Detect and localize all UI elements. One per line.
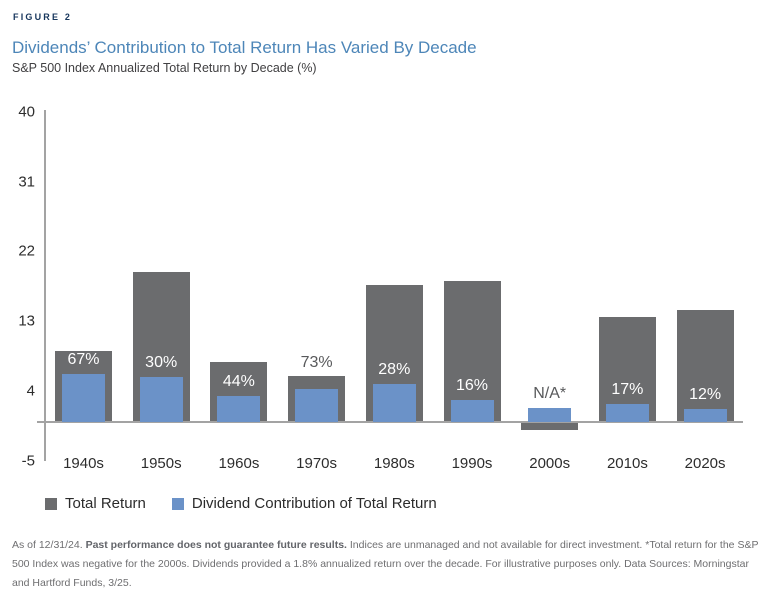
x-axis-label: 1960s — [218, 455, 260, 472]
chart-legend: Total Return Dividend Contribution of To… — [45, 495, 437, 512]
dividend-bar — [528, 408, 572, 422]
y-axis-tick-label: 4 — [26, 382, 35, 400]
x-axis-label: 1980s — [373, 455, 415, 472]
dividend-bar — [217, 395, 261, 422]
bar-value-label: 12% — [689, 385, 722, 403]
y-axis-line — [44, 110, 46, 461]
bar-value-label: N/A* — [533, 385, 567, 403]
dividend-contribution-swatch — [171, 497, 184, 510]
y-axis-tick-label: 13 — [18, 312, 35, 330]
x-axis-label: 2020s — [684, 455, 726, 472]
legend-item-total-return: Total Return — [45, 495, 146, 512]
y-axis-tick-label: 22 — [18, 242, 35, 260]
bar-value-label: 67% — [67, 350, 100, 368]
dividend-bar — [605, 404, 649, 422]
chart-subtitle: S&P 500 Index Annualized Total Return by… — [12, 61, 317, 75]
y-axis-tick-label: 40 — [18, 103, 35, 121]
page-title: Dividends’ Contribution to Total Return … — [12, 38, 477, 57]
dividend-bar — [139, 377, 183, 422]
dividend-bar — [62, 373, 105, 422]
y-axis-tick-label: 31 — [18, 173, 35, 191]
bar-value-label: 30% — [145, 354, 178, 372]
dividend-bar — [295, 388, 339, 422]
total-return-swatch — [45, 497, 57, 510]
y-axis-tick-label: -5 — [21, 452, 35, 470]
x-axis-label: 2010s — [606, 455, 648, 472]
x-axis-label: 1970s — [296, 455, 338, 472]
total-return-bar — [521, 423, 579, 430]
footnote-disclaimer-bold: Past performance does not guarantee futu… — [85, 539, 347, 551]
legend-label-total-return: Total Return — [65, 495, 146, 512]
bar-value-label: 73% — [300, 354, 333, 372]
total-return-bar — [443, 280, 501, 422]
dividend-bar — [372, 383, 416, 422]
legend-label-dividend-contribution: Dividend Contribution of Total Return — [191, 495, 437, 512]
bar-value-label: 44% — [222, 372, 255, 390]
x-axis-label: 1940s — [63, 455, 104, 472]
footnote: As of 12/31/24. Past performance does no… — [12, 536, 760, 590]
dividend-bar — [683, 408, 727, 422]
total-return-bar — [676, 309, 734, 422]
bar-value-label: 16% — [455, 376, 489, 394]
bar-value-label: 28% — [378, 361, 411, 378]
footnote-rest: Indices are unmanaged and not available … — [12, 539, 759, 589]
x-axis-label: 2000s — [529, 455, 571, 472]
footnote-as-of: As of 12/31/24. — [12, 539, 86, 551]
x-axis-label: 1990s — [451, 455, 493, 472]
figure-label: FIGURE 2 — [13, 12, 73, 22]
bar-value-label: 17% — [611, 381, 644, 399]
x-axis-label: 1950s — [140, 455, 182, 472]
legend-item-dividend-contribution: Dividend Contribution of Total Return — [171, 495, 437, 512]
dividend-bar — [450, 399, 494, 422]
